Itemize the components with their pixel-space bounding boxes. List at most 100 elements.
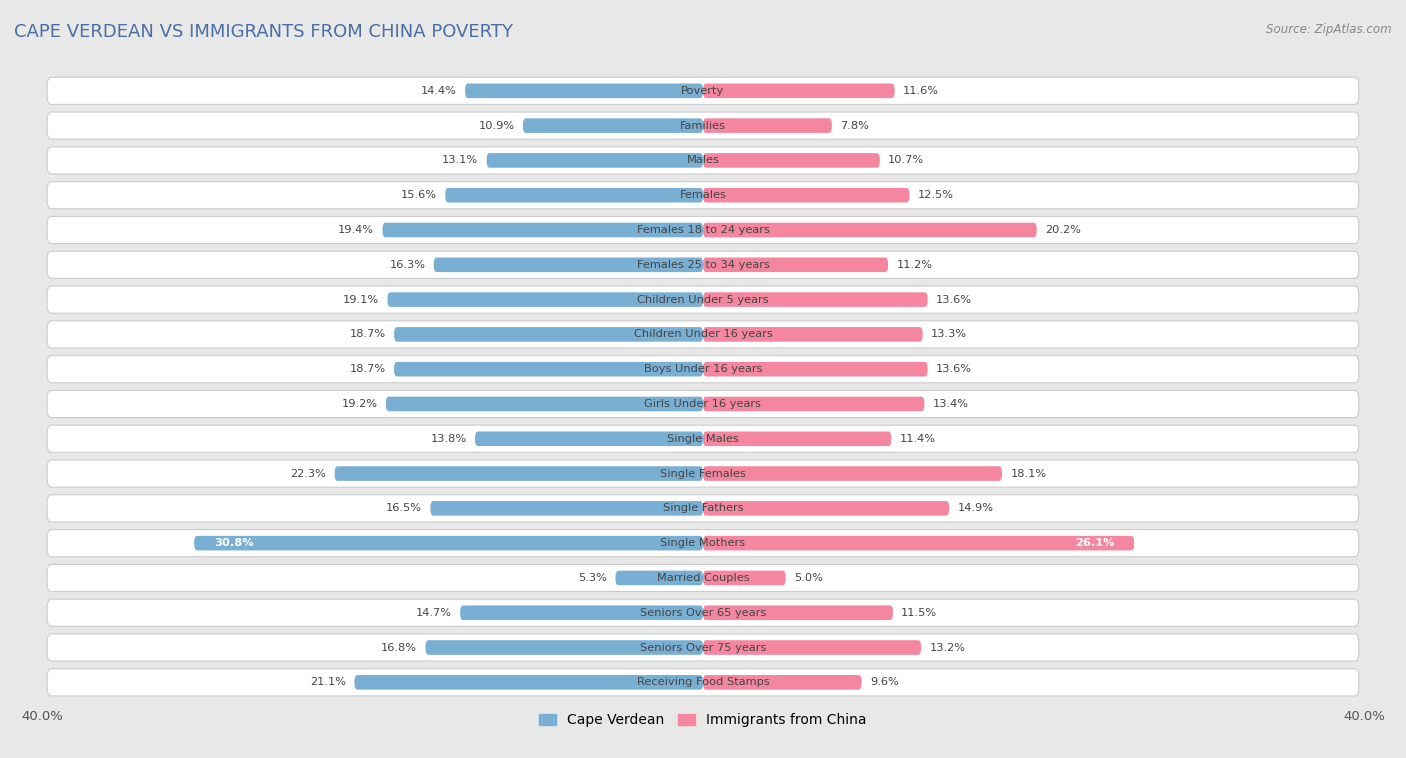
Text: 13.1%: 13.1% [443, 155, 478, 165]
Text: 15.6%: 15.6% [401, 190, 437, 200]
Text: 14.7%: 14.7% [416, 608, 451, 618]
FancyBboxPatch shape [48, 182, 1358, 208]
Text: 12.5%: 12.5% [918, 190, 953, 200]
FancyBboxPatch shape [48, 77, 1358, 105]
FancyBboxPatch shape [48, 390, 1358, 418]
Text: 13.6%: 13.6% [936, 295, 972, 305]
FancyBboxPatch shape [703, 606, 893, 620]
FancyBboxPatch shape [703, 571, 786, 585]
Text: 14.4%: 14.4% [420, 86, 457, 96]
Text: Single Fathers: Single Fathers [662, 503, 744, 513]
Text: 11.6%: 11.6% [903, 86, 939, 96]
Text: 18.7%: 18.7% [350, 364, 385, 374]
FancyBboxPatch shape [486, 153, 703, 168]
FancyBboxPatch shape [48, 356, 1358, 383]
Text: 13.4%: 13.4% [932, 399, 969, 409]
Text: 20.2%: 20.2% [1045, 225, 1081, 235]
FancyBboxPatch shape [335, 466, 703, 481]
FancyBboxPatch shape [48, 460, 1358, 487]
FancyBboxPatch shape [703, 641, 921, 655]
Text: 11.5%: 11.5% [901, 608, 938, 618]
Text: 10.7%: 10.7% [889, 155, 924, 165]
Text: 16.8%: 16.8% [381, 643, 418, 653]
Text: 30.8%: 30.8% [214, 538, 253, 548]
Text: Males: Males [686, 155, 720, 165]
Text: Single Mothers: Single Mothers [661, 538, 745, 548]
Text: Poverty: Poverty [682, 86, 724, 96]
Text: Girls Under 16 years: Girls Under 16 years [644, 399, 762, 409]
FancyBboxPatch shape [460, 606, 703, 620]
FancyBboxPatch shape [703, 118, 832, 133]
FancyBboxPatch shape [48, 425, 1358, 453]
Text: 5.0%: 5.0% [794, 573, 823, 583]
FancyBboxPatch shape [48, 321, 1358, 348]
Text: 18.1%: 18.1% [1011, 468, 1046, 478]
Text: Females 18 to 24 years: Females 18 to 24 years [637, 225, 769, 235]
Text: Seniors Over 75 years: Seniors Over 75 years [640, 643, 766, 653]
FancyBboxPatch shape [48, 251, 1358, 278]
FancyBboxPatch shape [48, 634, 1358, 661]
FancyBboxPatch shape [465, 83, 703, 98]
FancyBboxPatch shape [703, 431, 891, 446]
FancyBboxPatch shape [703, 536, 1135, 550]
Text: 16.3%: 16.3% [389, 260, 426, 270]
FancyBboxPatch shape [446, 188, 703, 202]
Text: Females: Females [679, 190, 727, 200]
FancyBboxPatch shape [703, 675, 862, 690]
Text: 13.8%: 13.8% [430, 434, 467, 443]
FancyBboxPatch shape [703, 223, 1036, 237]
FancyBboxPatch shape [433, 258, 703, 272]
FancyBboxPatch shape [703, 501, 949, 515]
Text: Children Under 16 years: Children Under 16 years [634, 330, 772, 340]
Text: 19.4%: 19.4% [339, 225, 374, 235]
Text: Seniors Over 65 years: Seniors Over 65 years [640, 608, 766, 618]
FancyBboxPatch shape [703, 327, 922, 342]
FancyBboxPatch shape [475, 431, 703, 446]
Text: 26.1%: 26.1% [1074, 538, 1115, 548]
FancyBboxPatch shape [703, 188, 910, 202]
FancyBboxPatch shape [703, 153, 880, 168]
FancyBboxPatch shape [48, 147, 1358, 174]
Text: Children Under 5 years: Children Under 5 years [637, 295, 769, 305]
Text: Females 25 to 34 years: Females 25 to 34 years [637, 260, 769, 270]
Legend: Cape Verdean, Immigrants from China: Cape Verdean, Immigrants from China [534, 708, 872, 733]
FancyBboxPatch shape [523, 118, 703, 133]
FancyBboxPatch shape [703, 258, 889, 272]
FancyBboxPatch shape [703, 396, 924, 412]
FancyBboxPatch shape [48, 669, 1358, 696]
Text: Families: Families [681, 121, 725, 130]
Text: 10.9%: 10.9% [478, 121, 515, 130]
Text: Married Couples: Married Couples [657, 573, 749, 583]
Text: CAPE VERDEAN VS IMMIGRANTS FROM CHINA POVERTY: CAPE VERDEAN VS IMMIGRANTS FROM CHINA PO… [14, 23, 513, 41]
FancyBboxPatch shape [426, 641, 703, 655]
Text: 7.8%: 7.8% [841, 121, 869, 130]
Text: 9.6%: 9.6% [870, 678, 898, 688]
Text: Single Females: Single Females [661, 468, 745, 478]
Text: 11.4%: 11.4% [900, 434, 935, 443]
Text: 5.3%: 5.3% [578, 573, 607, 583]
FancyBboxPatch shape [354, 675, 703, 690]
Text: 22.3%: 22.3% [291, 468, 326, 478]
FancyBboxPatch shape [703, 466, 1002, 481]
FancyBboxPatch shape [48, 286, 1358, 313]
Text: 19.1%: 19.1% [343, 295, 380, 305]
FancyBboxPatch shape [703, 362, 928, 377]
Text: Source: ZipAtlas.com: Source: ZipAtlas.com [1267, 23, 1392, 36]
FancyBboxPatch shape [703, 293, 928, 307]
FancyBboxPatch shape [194, 536, 703, 550]
FancyBboxPatch shape [703, 83, 894, 98]
FancyBboxPatch shape [394, 327, 703, 342]
FancyBboxPatch shape [48, 112, 1358, 139]
Text: 18.7%: 18.7% [350, 330, 385, 340]
FancyBboxPatch shape [48, 530, 1358, 556]
FancyBboxPatch shape [48, 217, 1358, 243]
FancyBboxPatch shape [48, 599, 1358, 626]
Text: Single Males: Single Males [666, 434, 740, 443]
Text: 16.5%: 16.5% [387, 503, 422, 513]
FancyBboxPatch shape [48, 495, 1358, 522]
Text: Receiving Food Stamps: Receiving Food Stamps [637, 678, 769, 688]
FancyBboxPatch shape [388, 293, 703, 307]
FancyBboxPatch shape [48, 565, 1358, 591]
Text: 11.2%: 11.2% [896, 260, 932, 270]
Text: 19.2%: 19.2% [342, 399, 378, 409]
